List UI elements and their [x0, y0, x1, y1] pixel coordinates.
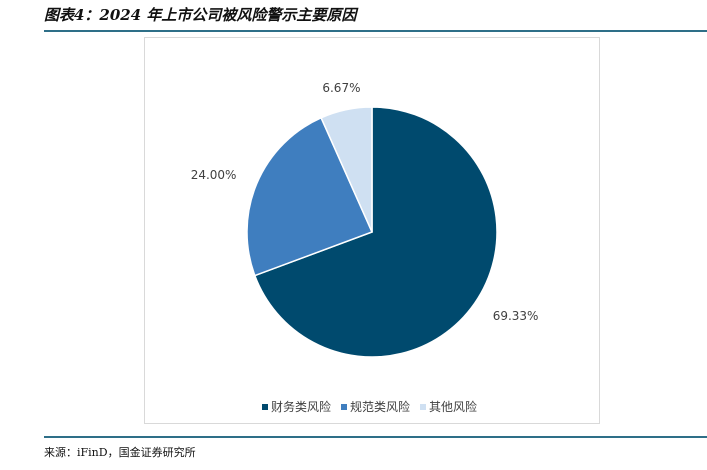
chart-legend: 财务类风险 规范类风险 其他风险	[262, 398, 477, 415]
legend-label: 财务类风险	[271, 400, 332, 414]
pie-slice-2	[246, 116, 374, 277]
title-divider	[44, 30, 707, 32]
pie-slice-1	[253, 106, 498, 358]
source-divider	[44, 436, 707, 438]
legend-item-1: 财务类风险	[262, 398, 331, 415]
pie-data-label-2: 24.00%	[191, 168, 237, 182]
pie-slice-3	[320, 106, 373, 233]
pie-data-label-1: 69.33%	[493, 309, 539, 323]
pie-data-label-3: 6.67%	[322, 81, 360, 95]
legend-label: 规范类风险	[350, 400, 411, 414]
legend-swatch	[341, 403, 348, 410]
legend-item-3: 其他风险	[420, 398, 477, 415]
chart-frame	[144, 37, 600, 424]
legend-swatch	[262, 403, 268, 410]
figure-title: 图表4：2024 年上市公司被风险警示主要原因	[44, 6, 357, 24]
legend-item-2: 规范类风险	[341, 398, 410, 415]
legend-label: 其他风险	[429, 400, 478, 414]
legend-swatch	[420, 403, 427, 410]
source-note: 来源：iFinD，国金证券研究所	[44, 446, 196, 459]
